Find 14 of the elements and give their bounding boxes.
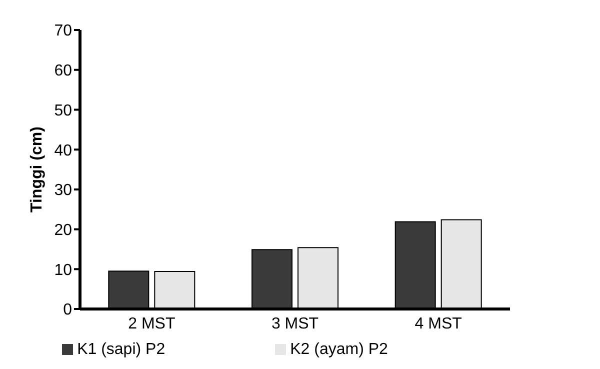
y-tick-label: 60 xyxy=(54,62,72,80)
legend-label: K2 (ayam) P2 xyxy=(290,341,388,358)
y-tick-label: 30 xyxy=(54,182,72,200)
legend-label: K1 (sapi) P2 xyxy=(77,341,166,358)
y-tick-label: 20 xyxy=(54,222,72,239)
y-tick-label: 40 xyxy=(54,142,72,160)
x-tick-label: 4 MST xyxy=(414,315,462,332)
y-tick-label: 10 xyxy=(54,262,72,279)
x-tick-label: 3 MST xyxy=(271,315,319,332)
y-axis-title: Tinggi (cm) xyxy=(28,126,46,212)
y-tick-label: 0 xyxy=(63,302,72,319)
y-tick-label: 50 xyxy=(54,102,72,120)
x-tick-label: 2 MST xyxy=(128,315,176,332)
y-tick-label: 70 xyxy=(54,22,72,40)
